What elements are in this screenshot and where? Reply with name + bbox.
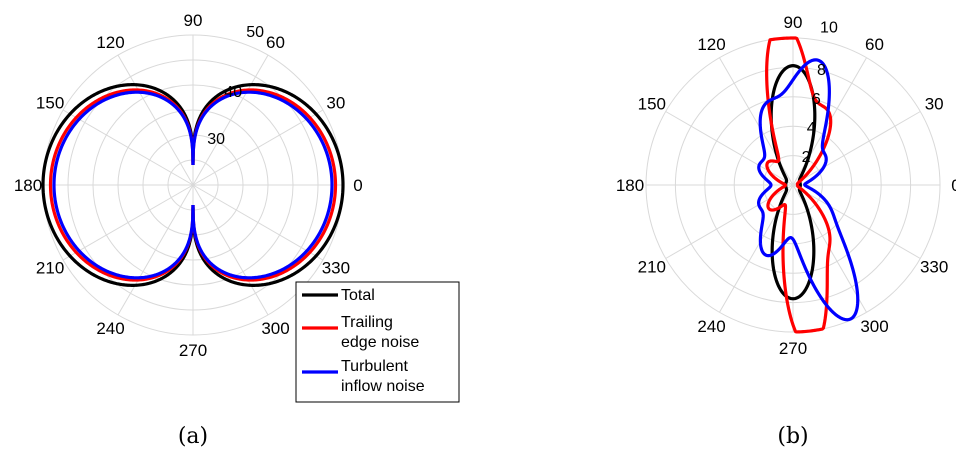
grid-spoke-60 bbox=[192, 54, 269, 186]
angle-tick-label-240: 240 bbox=[96, 319, 124, 338]
caption-a: (a) bbox=[178, 424, 208, 449]
grid-spoke-120 bbox=[117, 54, 194, 186]
legend-label-line: inflow noise bbox=[341, 378, 425, 395]
angle-labels-a: 0 30 60 90 120 150 180 210 240 270 300 330 bbox=[14, 11, 363, 360]
angle-tick-label-180: 180 bbox=[14, 176, 42, 195]
polar-chart-a: 0 30 60 90 120 150 180 210 240 270 300 330 30 40 50 T… bbox=[14, 11, 460, 403]
angle-tick-label-30: 30 bbox=[326, 94, 345, 113]
radial-tick-label-2: 2 bbox=[802, 149, 811, 166]
angle-tick-label-330: 330 bbox=[322, 259, 350, 278]
legend-label-line: Turbulent bbox=[341, 358, 409, 375]
series-line-right bbox=[191, 88, 338, 282]
angle-tick-label-300: 300 bbox=[261, 319, 289, 338]
angle-tick-label-60: 60 bbox=[266, 33, 285, 52]
series-group-b bbox=[757, 36, 860, 334]
series-b-red bbox=[765, 36, 833, 334]
radial-tick-label-6: 6 bbox=[812, 91, 821, 108]
angle-tick-label-150: 150 bbox=[36, 94, 64, 113]
grid-spoke-30 bbox=[792, 111, 921, 186]
legend-label-2: Turbulent inflow noise bbox=[341, 358, 425, 395]
radial-tick-label-4: 4 bbox=[807, 120, 816, 137]
angle-tick-label-30: 30 bbox=[925, 95, 944, 114]
angle-tick-label-90: 90 bbox=[184, 11, 203, 30]
series-line-left bbox=[41, 83, 195, 287]
series-line-left bbox=[48, 88, 195, 282]
series-line-right bbox=[191, 83, 345, 287]
grid-spoke-210 bbox=[62, 184, 194, 261]
series-b-blue bbox=[757, 58, 860, 322]
series-a-turbulent-inflow-noise bbox=[52, 90, 334, 280]
legend-label-0: Total bbox=[341, 287, 375, 304]
radial-labels-b: 2 4 6 8 10 bbox=[802, 19, 838, 166]
angle-tick-label-210: 210 bbox=[638, 258, 666, 277]
legend-label-line: Total bbox=[341, 287, 375, 304]
angle-tick-label-90: 90 bbox=[784, 13, 803, 32]
angle-tick-label-180: 180 bbox=[616, 176, 644, 195]
legend-label-line: Trailing bbox=[341, 314, 393, 331]
angle-tick-label-0: 0 bbox=[951, 176, 956, 195]
angle-tick-label-210: 210 bbox=[36, 259, 64, 278]
series-a-trailing-edge-noise bbox=[48, 88, 338, 282]
radial-tick-label-10: 10 bbox=[820, 19, 838, 36]
legend-label-line: edge noise bbox=[341, 334, 419, 351]
angle-tick-label-300: 300 bbox=[860, 317, 888, 336]
angle-tick-label-0: 0 bbox=[353, 176, 362, 195]
angle-tick-label-150: 150 bbox=[638, 95, 666, 114]
grid-spoke-150 bbox=[62, 109, 194, 186]
series-line-right bbox=[191, 90, 334, 280]
angle-tick-label-270: 270 bbox=[779, 339, 807, 358]
radial-tick-label-30: 30 bbox=[207, 131, 225, 148]
grid-spoke-300 bbox=[192, 184, 269, 316]
angle-tick-label-270: 270 bbox=[179, 341, 207, 360]
legend-label-1: Trailing edge noise bbox=[341, 314, 419, 351]
series-line-left bbox=[52, 90, 195, 280]
series-a-total bbox=[41, 83, 345, 287]
series-group-a bbox=[41, 83, 345, 287]
angle-tick-label-60: 60 bbox=[865, 35, 884, 54]
polar-chart-b: 0 30 60 90 120 150 180 210 240 270 300 330 2 4 6 8 10 bbox=[616, 13, 956, 358]
caption-b: (b) bbox=[777, 424, 808, 449]
legend: Total Trailing edge noise Turbulent inflow n… bbox=[295, 281, 460, 403]
angle-tick-label-120: 120 bbox=[697, 35, 725, 54]
grid-spoke-240 bbox=[117, 184, 194, 316]
radial-tick-label-40: 40 bbox=[224, 84, 242, 101]
angle-tick-label-240: 240 bbox=[697, 317, 725, 336]
legend-box bbox=[295, 281, 460, 403]
angle-tick-label-330: 330 bbox=[920, 258, 948, 277]
grid-spoke-30 bbox=[192, 109, 324, 186]
grid-spoke-330 bbox=[792, 184, 921, 259]
radial-labels-a: 30 40 50 bbox=[207, 24, 264, 148]
radial-tick-label-8: 8 bbox=[817, 62, 826, 79]
angle-tick-label-120: 120 bbox=[96, 33, 124, 52]
grid-spoke-330 bbox=[192, 184, 324, 261]
radial-tick-label-50: 50 bbox=[246, 24, 264, 41]
